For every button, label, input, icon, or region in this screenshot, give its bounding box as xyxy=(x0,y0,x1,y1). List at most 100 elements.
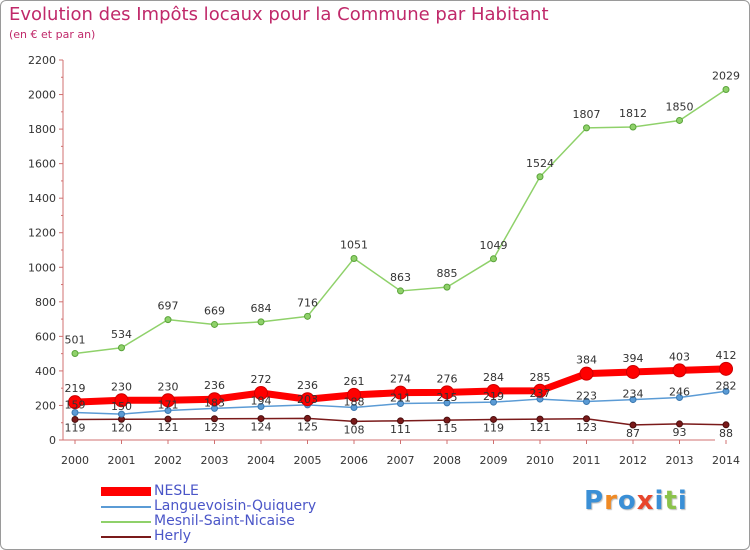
y-tick-label: 400 xyxy=(35,365,56,378)
y-tick-label: 1600 xyxy=(28,158,56,171)
data-label: 211 xyxy=(390,392,411,405)
x-tick-label: 2011 xyxy=(573,454,601,467)
x-tick-label: 2013 xyxy=(666,454,694,467)
x-tick-label: 2001 xyxy=(108,454,136,467)
data-label: 274 xyxy=(390,373,411,386)
x-tick-label: 2000 xyxy=(61,454,89,467)
y-tick-label: 600 xyxy=(35,330,56,343)
data-point xyxy=(254,386,268,401)
data-label: 87 xyxy=(626,427,640,440)
data-point xyxy=(304,312,311,320)
data-point xyxy=(443,283,451,291)
data-label: 1850 xyxy=(666,100,694,113)
data-point xyxy=(722,86,730,94)
data-point xyxy=(211,320,218,328)
data-label: 684 xyxy=(251,302,272,315)
proxiti-logo: Proxiti xyxy=(584,486,688,516)
data-point xyxy=(579,366,594,381)
legend-item: Herly xyxy=(101,529,316,544)
legend-swatch xyxy=(101,520,151,523)
data-point xyxy=(676,420,683,428)
data-point xyxy=(350,254,358,262)
data-label: 1051 xyxy=(340,238,368,251)
data-point xyxy=(533,383,547,398)
data-point xyxy=(676,394,683,402)
data-label: 188 xyxy=(344,396,365,409)
data-label: 282 xyxy=(716,379,737,392)
data-point xyxy=(257,402,265,410)
data-point xyxy=(164,415,172,423)
data-label: 236 xyxy=(297,379,318,392)
legend: NESLE Languevoisin-Quiquery Mesnil-Saint-N… xyxy=(101,484,316,544)
data-point xyxy=(583,124,590,132)
data-label: 1524 xyxy=(526,157,554,170)
data-label: 885 xyxy=(437,267,458,280)
data-label: 1807 xyxy=(573,108,601,121)
data-label: 124 xyxy=(251,421,272,434)
data-point xyxy=(71,415,79,423)
data-label: 219 xyxy=(65,382,86,395)
data-point xyxy=(118,410,125,418)
data-label: 194 xyxy=(251,394,272,407)
logo-letter: i xyxy=(677,486,688,516)
data-label: 111 xyxy=(390,423,411,436)
data-point xyxy=(257,415,265,423)
y-tick-label: 200 xyxy=(35,399,56,412)
data-point xyxy=(719,361,733,376)
data-label: 384 xyxy=(576,354,597,367)
data-point xyxy=(350,404,358,412)
data-point xyxy=(629,421,637,429)
chart-title: Evolution des Impôts locaux pour la Comm… xyxy=(9,4,549,25)
data-label: 120 xyxy=(111,421,132,434)
data-label: 403 xyxy=(669,350,690,363)
data-point xyxy=(629,123,637,131)
data-label: 119 xyxy=(65,421,86,434)
data-point xyxy=(443,416,451,424)
x-tick-label: 2004 xyxy=(247,454,275,467)
data-label: 697 xyxy=(158,300,179,313)
data-point xyxy=(626,364,640,379)
data-label: 501 xyxy=(65,333,86,346)
legend-item: NESLE xyxy=(101,484,316,499)
data-point xyxy=(393,385,408,400)
legend-label: NESLE xyxy=(154,483,199,499)
x-tick-label: 2008 xyxy=(433,454,461,467)
logo-letter: o xyxy=(617,486,637,516)
data-label: 230 xyxy=(111,380,132,393)
data-point xyxy=(71,409,79,417)
data-label: 716 xyxy=(297,296,318,309)
data-point xyxy=(350,417,358,425)
y-tick-label: 800 xyxy=(35,296,56,309)
data-label: 150 xyxy=(111,400,132,413)
y-tick-label: 1400 xyxy=(28,192,56,205)
data-label: 285 xyxy=(530,371,551,384)
data-label: 261 xyxy=(344,375,365,388)
x-tick-label: 2003 xyxy=(201,454,229,467)
x-tick-label: 2012 xyxy=(619,454,647,467)
data-label: 412 xyxy=(716,349,737,362)
data-label: 93 xyxy=(673,426,687,439)
x-tick-label: 2006 xyxy=(340,454,368,467)
x-tick-label: 2014 xyxy=(712,454,740,467)
data-label: 219 xyxy=(483,390,504,403)
data-label: 234 xyxy=(623,388,644,401)
legend-swatch xyxy=(101,505,151,508)
data-point xyxy=(629,396,637,404)
series-line-mesnil-saint-nicaise xyxy=(74,88,727,355)
data-label: 115 xyxy=(437,422,458,435)
x-tick-label: 2002 xyxy=(154,454,182,467)
data-label: 223 xyxy=(576,389,597,402)
logo-letter: r xyxy=(604,486,618,516)
y-tick-label: 0 xyxy=(49,434,56,447)
data-label: 237 xyxy=(530,387,551,400)
data-point xyxy=(536,415,544,423)
logo-letter: P xyxy=(584,486,605,516)
y-tick-label: 1200 xyxy=(28,227,56,240)
data-point xyxy=(397,417,404,425)
data-label: 272 xyxy=(251,373,272,386)
data-label: 276 xyxy=(437,372,458,385)
data-point xyxy=(440,385,454,400)
data-point xyxy=(583,397,590,405)
data-label: 159 xyxy=(65,399,86,412)
